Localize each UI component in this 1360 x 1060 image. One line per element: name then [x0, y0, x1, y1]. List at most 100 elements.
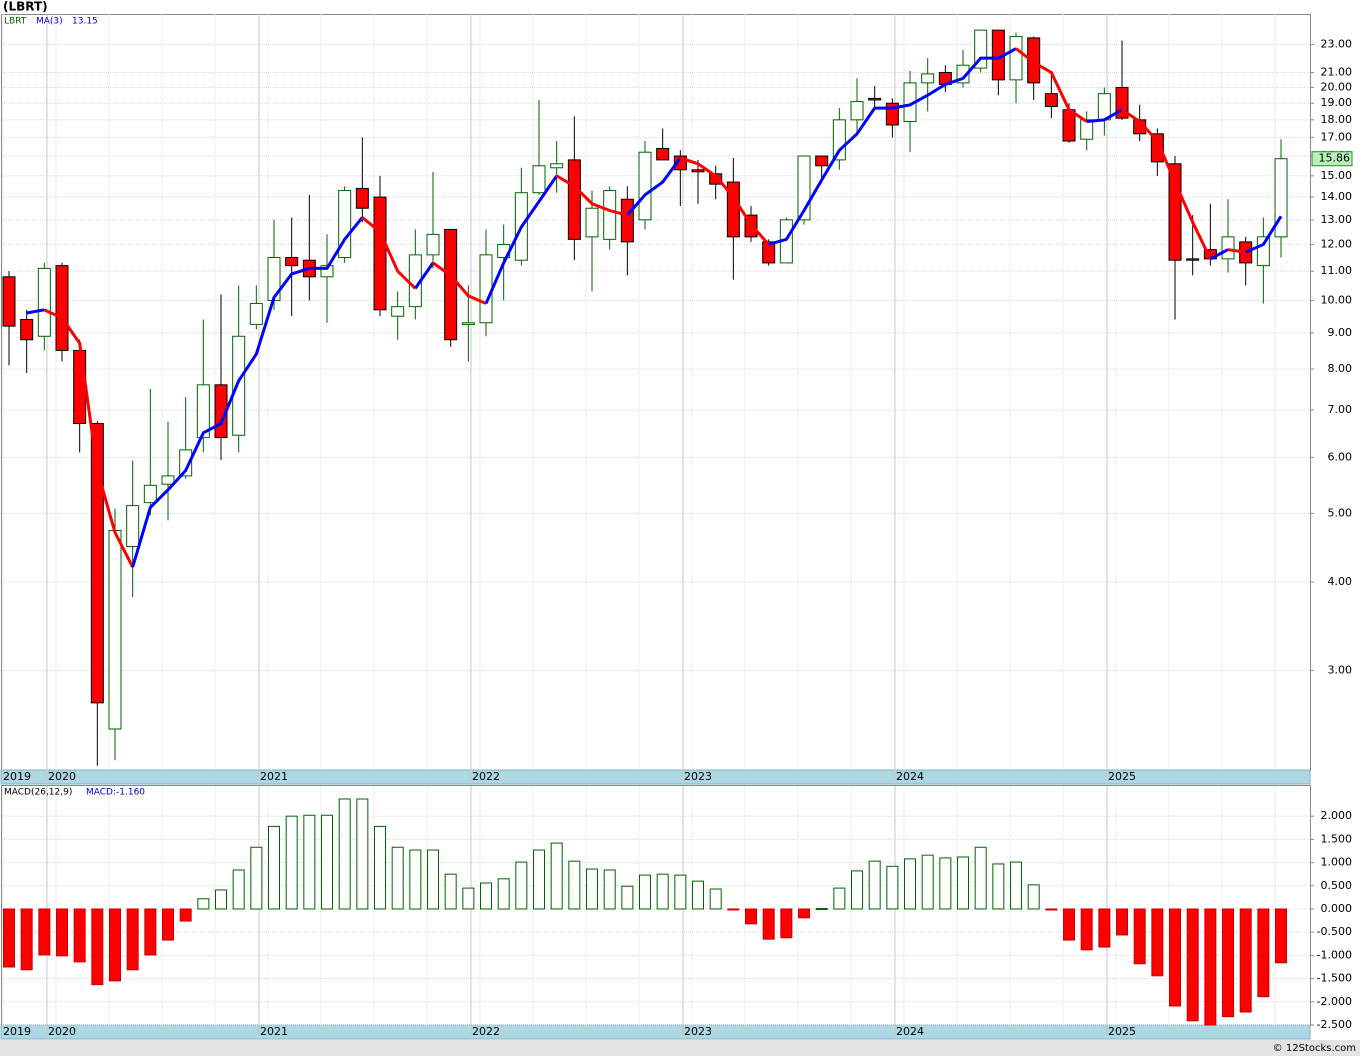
candle-body — [55, 265, 69, 351]
macd-bar — [91, 908, 104, 986]
candle-body — [285, 257, 299, 267]
macd-bar — [1204, 908, 1217, 1026]
macd-bar — [1151, 908, 1164, 977]
candle-body — [638, 151, 652, 221]
macd-bar — [533, 849, 546, 910]
y-tick-label: 23.00 — [1321, 38, 1353, 51]
macd-bar — [338, 798, 351, 910]
macd-bar — [727, 908, 740, 911]
indicator-value: MACD:-1.160 — [86, 788, 145, 798]
x-tick-label: 2023 — [684, 770, 712, 783]
macd-bar — [745, 908, 758, 925]
candle-body — [338, 190, 352, 259]
candle-body — [20, 318, 34, 341]
macd-bar — [586, 868, 599, 910]
candle-body — [232, 335, 246, 436]
macd-bar — [939, 857, 952, 910]
candle-body — [603, 190, 617, 240]
candle-body — [108, 530, 122, 730]
x-tick-label: 2021 — [260, 1025, 288, 1038]
macd-bar — [515, 861, 528, 910]
macd-bar — [374, 825, 387, 910]
macd-bar — [780, 908, 793, 939]
macd-bar — [427, 849, 440, 910]
macd-bar — [197, 898, 210, 910]
macd-bar — [709, 888, 722, 910]
moving-average-line — [131, 216, 364, 568]
candle-body — [161, 475, 175, 485]
macd-bar — [109, 908, 122, 982]
y-tick-label: 1.000 — [1321, 856, 1353, 869]
candle-body — [1044, 93, 1058, 107]
moving-average-line — [43, 308, 135, 568]
macd-bar — [621, 885, 634, 910]
moving-average-line — [414, 262, 435, 290]
candle-body — [179, 449, 193, 477]
y-tick-label: 20.00 — [1321, 80, 1353, 93]
macd-bar — [833, 887, 846, 910]
x-tick-label: 2019 — [3, 1025, 31, 1038]
moving-average-line — [1086, 108, 1123, 124]
macd-bar — [462, 887, 475, 910]
candle-body — [656, 147, 670, 161]
candle-body — [479, 254, 493, 324]
macd-bar — [762, 908, 775, 940]
candle-body — [2, 276, 16, 327]
macd-bar — [957, 856, 970, 910]
moving-average-line — [1227, 248, 1246, 254]
macd-bar — [1257, 908, 1270, 998]
y-tick-label: -1.000 — [1317, 948, 1352, 961]
macd-bar — [921, 854, 934, 910]
macd-bar — [303, 814, 316, 910]
x-tick-label: 2024 — [896, 770, 924, 783]
macd-bar — [144, 908, 157, 956]
moving-average-line — [1015, 47, 1088, 123]
x-axis-band — [0, 1024, 1311, 1040]
macd-bar — [20, 908, 33, 971]
y-tick-label: 9.00 — [1328, 326, 1353, 339]
macd-bar — [639, 874, 652, 910]
macd-bar — [851, 870, 864, 910]
macd-bar — [568, 860, 581, 910]
y-tick-label: 0.000 — [1321, 902, 1353, 915]
macd-bar — [1239, 908, 1252, 1013]
macd-bar — [321, 814, 334, 910]
indicator-title: MACD(26,12,9) — [4, 788, 72, 798]
candle-body — [1080, 119, 1094, 140]
macd-bar — [497, 878, 510, 910]
y-tick-label: 15.00 — [1321, 169, 1353, 182]
macd-bar — [162, 908, 175, 941]
macd-bar — [391, 846, 404, 910]
last-price-tag — [1311, 151, 1353, 167]
y-tick-label: 6.00 — [1328, 450, 1353, 463]
candle-body — [196, 384, 210, 439]
candle-body — [461, 322, 475, 325]
macd-bar — [886, 865, 899, 910]
candle-body — [355, 187, 369, 209]
y-tick-label: 12.00 — [1321, 237, 1353, 250]
candle-body — [1274, 158, 1288, 238]
x-tick-label: 2020 — [48, 1025, 76, 1038]
y-tick-label: 21.00 — [1321, 65, 1353, 78]
candle-body — [1027, 37, 1041, 84]
x-tick-label: 2022 — [472, 770, 500, 783]
macd-bar — [798, 908, 811, 919]
macd-bar — [1010, 861, 1023, 910]
candle-body — [1221, 236, 1235, 260]
candle-body — [1009, 36, 1023, 81]
macd-bar — [232, 869, 245, 910]
macd-bar — [974, 846, 987, 910]
macd-bar — [1186, 908, 1199, 1022]
candle-body — [1256, 236, 1270, 267]
last-price-label: 15.86 — [1319, 152, 1351, 165]
candle-body — [126, 505, 140, 548]
macd-bar — [992, 863, 1005, 910]
y-tick-label: 0.500 — [1321, 879, 1353, 892]
macd-bar — [38, 908, 51, 956]
candle-body — [550, 163, 564, 169]
macd-bar — [904, 858, 917, 910]
candle-body — [1150, 133, 1164, 163]
candle-body — [249, 303, 263, 325]
moving-average-line — [679, 156, 770, 246]
